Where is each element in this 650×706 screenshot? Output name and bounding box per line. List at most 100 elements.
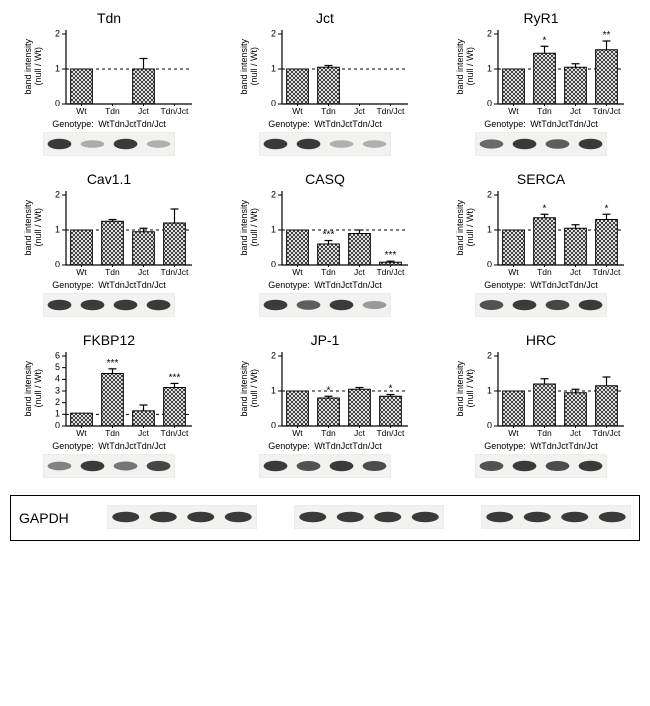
chart-outer: band intensity (null / Wt) ******012 WtT… bbox=[240, 189, 410, 277]
genotype-value: Tdn bbox=[325, 119, 341, 129]
category-label: Tdn bbox=[529, 267, 560, 277]
genotype-label: Genotype: bbox=[52, 119, 98, 129]
blot-wrap bbox=[475, 290, 607, 322]
genotype-row: Genotype:WtTdnJctTdn/Jct bbox=[484, 441, 598, 451]
svg-text:1: 1 bbox=[487, 63, 492, 73]
western-blot bbox=[43, 293, 175, 317]
genotype-values: WtTdnJctTdn/Jct bbox=[530, 119, 598, 129]
svg-text:0: 0 bbox=[487, 420, 492, 428]
genotype-values: WtTdnJctTdn/Jct bbox=[314, 119, 382, 129]
bar-chart: **012 bbox=[476, 189, 626, 267]
blot-wrap bbox=[259, 290, 391, 322]
svg-text:2: 2 bbox=[487, 28, 492, 38]
y-axis-label: band intensity (null / Wt) bbox=[240, 39, 260, 95]
category-label: Tdn/Jct bbox=[375, 267, 406, 277]
chart-column: 012 WtTdnJctTdn/Jct bbox=[44, 28, 194, 116]
genotype-value: Wt bbox=[98, 441, 109, 451]
chart-column: 012 WtTdnJctTdn/Jct bbox=[44, 189, 194, 277]
bar-chart: 012 bbox=[44, 189, 194, 267]
svg-text:4: 4 bbox=[55, 374, 60, 384]
x-axis-labels: WtTdnJctTdn/Jct bbox=[498, 106, 622, 116]
genotype-label: Genotype: bbox=[484, 119, 530, 129]
genotype-value: Tdn bbox=[325, 441, 341, 451]
svg-text:1: 1 bbox=[271, 385, 276, 395]
category-label: Tdn bbox=[313, 428, 344, 438]
genotype-value: Jct bbox=[557, 280, 569, 290]
genotype-row: Genotype:WtTdnJctTdn/Jct bbox=[52, 119, 166, 129]
panel-title: Jct bbox=[316, 10, 334, 26]
blot-wrap bbox=[475, 129, 607, 161]
svg-text:2: 2 bbox=[487, 350, 492, 360]
category-label: Tdn/Jct bbox=[159, 428, 190, 438]
panel-ryr1: RyR1 band intensity (null / Wt) ***012 W… bbox=[442, 10, 640, 161]
gapdh-row: GAPDH bbox=[10, 495, 640, 541]
svg-text:1: 1 bbox=[271, 63, 276, 73]
genotype-row: Genotype:WtTdnJctTdn/Jct bbox=[268, 441, 382, 451]
bar-chart: 012 bbox=[476, 350, 626, 428]
genotype-values: WtTdnJctTdn/Jct bbox=[314, 280, 382, 290]
panel-tdn: Tdn band intensity (null / Wt) 012 WtTdn… bbox=[10, 10, 208, 161]
ylabel-wrap: band intensity (null / Wt) bbox=[456, 28, 476, 106]
panel-title: HRC bbox=[526, 332, 556, 348]
svg-text:*: * bbox=[542, 203, 546, 214]
svg-text:1: 1 bbox=[271, 224, 276, 234]
chart-outer: band intensity (null / Wt) ***012 WtTdnJ… bbox=[456, 28, 626, 116]
genotype-value: Tdn bbox=[541, 119, 557, 129]
genotype-value: Tdn bbox=[109, 280, 125, 290]
ylabel-wrap: band intensity (null / Wt) bbox=[456, 350, 476, 428]
svg-text:*: * bbox=[326, 385, 330, 396]
category-label: Jct bbox=[128, 428, 159, 438]
category-label: Tdn bbox=[97, 106, 128, 116]
svg-text:2: 2 bbox=[271, 189, 276, 199]
panel-cav1-1: Cav1.1 band intensity (null / Wt) 012 Wt… bbox=[10, 171, 208, 322]
category-label: Jct bbox=[344, 106, 375, 116]
svg-text:*: * bbox=[388, 384, 392, 395]
blot-wrap bbox=[43, 129, 175, 161]
genotype-value: Jct bbox=[125, 441, 137, 451]
chart-column: 012 WtTdnJctTdn/Jct bbox=[476, 350, 626, 438]
category-label: Tdn bbox=[97, 428, 128, 438]
svg-text:1: 1 bbox=[55, 409, 60, 419]
ylabel-wrap: band intensity (null / Wt) bbox=[240, 28, 260, 106]
blot-wrap bbox=[259, 129, 391, 161]
panel-jct: Jct band intensity (null / Wt) 012 WtTdn… bbox=[226, 10, 424, 161]
western-blot bbox=[475, 293, 607, 317]
western-blot bbox=[43, 132, 175, 156]
chart-column: **012 WtTdnJctTdn/Jct bbox=[260, 350, 410, 438]
category-label: Wt bbox=[282, 106, 313, 116]
category-label: Tdn/Jct bbox=[591, 428, 622, 438]
category-label: Jct bbox=[560, 106, 591, 116]
svg-text:1: 1 bbox=[55, 224, 60, 234]
genotype-label: Genotype: bbox=[268, 119, 314, 129]
x-axis-labels: WtTdnJctTdn/Jct bbox=[282, 428, 406, 438]
x-axis-labels: WtTdnJctTdn/Jct bbox=[498, 428, 622, 438]
y-axis-label: band intensity (null / Wt) bbox=[456, 200, 476, 256]
category-label: Jct bbox=[560, 428, 591, 438]
svg-text:0: 0 bbox=[55, 420, 60, 428]
western-blot bbox=[43, 454, 175, 478]
genotype-value: Tdn/Jct bbox=[136, 441, 166, 451]
svg-text:0: 0 bbox=[55, 98, 60, 106]
category-label: Wt bbox=[282, 428, 313, 438]
bar-chart: 012 bbox=[260, 28, 410, 106]
x-axis-labels: WtTdnJctTdn/Jct bbox=[282, 106, 406, 116]
y-axis-label: band intensity (null / Wt) bbox=[24, 200, 44, 256]
category-label: Tdn/Jct bbox=[159, 106, 190, 116]
chart-column: ***012 WtTdnJctTdn/Jct bbox=[476, 28, 626, 116]
genotype-value: Wt bbox=[314, 441, 325, 451]
svg-text:0: 0 bbox=[271, 98, 276, 106]
genotype-value: Wt bbox=[98, 280, 109, 290]
western-blot bbox=[259, 293, 391, 317]
genotype-value: Tdn/Jct bbox=[136, 119, 166, 129]
genotype-value: Tdn/Jct bbox=[352, 280, 382, 290]
blot-wrap bbox=[43, 290, 175, 322]
svg-text:2: 2 bbox=[487, 189, 492, 199]
genotype-value: Jct bbox=[557, 119, 569, 129]
genotype-values: WtTdnJctTdn/Jct bbox=[98, 441, 166, 451]
genotype-value: Wt bbox=[98, 119, 109, 129]
genotype-value: Wt bbox=[530, 280, 541, 290]
svg-text:1: 1 bbox=[487, 224, 492, 234]
svg-text:2: 2 bbox=[271, 350, 276, 360]
genotype-value: Wt bbox=[314, 280, 325, 290]
chart-outer: band intensity (null / Wt) **012 WtTdnJc… bbox=[456, 189, 626, 277]
